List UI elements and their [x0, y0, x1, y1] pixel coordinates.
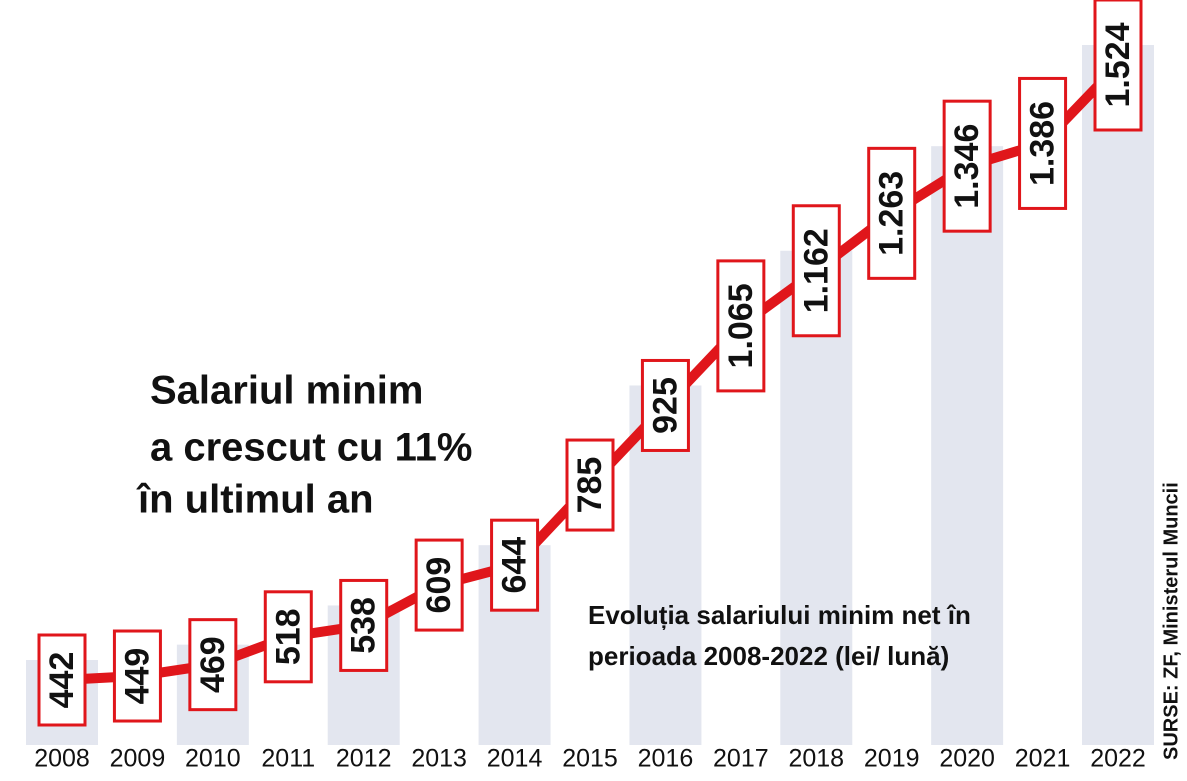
label-box — [263, 590, 313, 684]
title-line: a crescut cu 11% — [150, 426, 472, 470]
title-line: în ultimul an — [136, 478, 374, 522]
subtitle: Evoluția salariului minim net în perioad… — [588, 600, 971, 671]
x-tick-label: 2021 — [1015, 745, 1071, 773]
label-box — [339, 578, 389, 672]
value-label: 925 — [646, 377, 684, 434]
label-box — [716, 259, 766, 393]
label-box — [414, 538, 464, 632]
source: SURSE: ZF, Ministerul Muncii — [1160, 482, 1182, 760]
label-box — [942, 99, 992, 233]
label-box — [490, 518, 540, 612]
title-line: Salariul minim — [150, 369, 423, 413]
bar — [1082, 45, 1154, 745]
value-label: 1.524 — [1099, 22, 1137, 107]
label-box — [565, 438, 615, 532]
label-box — [1018, 76, 1068, 210]
label-box — [1093, 0, 1143, 132]
value-label: 785 — [571, 457, 609, 514]
title: Salariul minim a crescut cu 11% în ultim… — [136, 369, 472, 522]
x-tick-label: 2008 — [34, 745, 90, 773]
label-box — [188, 618, 238, 712]
label-box — [112, 629, 162, 723]
value-label: 442 — [43, 652, 81, 709]
value-label: 644 — [496, 537, 534, 594]
value-label: 449 — [118, 648, 156, 705]
value-label: 609 — [420, 557, 458, 614]
x-tick-label: 2010 — [185, 745, 241, 773]
value-label: 518 — [269, 608, 307, 665]
label-box — [867, 146, 917, 280]
value-label: 469 — [194, 636, 232, 693]
x-tick-label: 2017 — [713, 745, 769, 773]
label-box — [791, 204, 841, 338]
value-label: 1.346 — [948, 124, 986, 209]
value-label: 538 — [345, 597, 383, 654]
x-tick-label: 2018 — [788, 745, 844, 773]
value-label: 1.386 — [1024, 101, 1062, 186]
x-tick-label: 2012 — [336, 745, 392, 773]
x-tick-label: 2019 — [864, 745, 920, 773]
x-tick-label: 2009 — [110, 745, 166, 773]
label-box — [640, 358, 690, 452]
label-box — [37, 633, 87, 727]
x-tick-label: 2014 — [487, 745, 543, 773]
x-tick-label: 2020 — [939, 745, 995, 773]
value-label: 1.263 — [873, 171, 911, 256]
x-tick-label: 2016 — [638, 745, 694, 773]
value-label: 1.162 — [797, 228, 835, 313]
value-label: 1.065 — [722, 283, 760, 368]
x-tick-label: 2013 — [411, 745, 467, 773]
x-tick-label: 2015 — [562, 745, 618, 773]
subtitle-line: Evoluția salariului minim net în — [588, 600, 971, 630]
bar — [931, 146, 1004, 745]
subtitle-line: perioada 2008-2022 (lei/ lună) — [588, 641, 949, 671]
x-tick-label: 2022 — [1090, 745, 1146, 773]
x-tick-label: 2011 — [261, 745, 315, 773]
